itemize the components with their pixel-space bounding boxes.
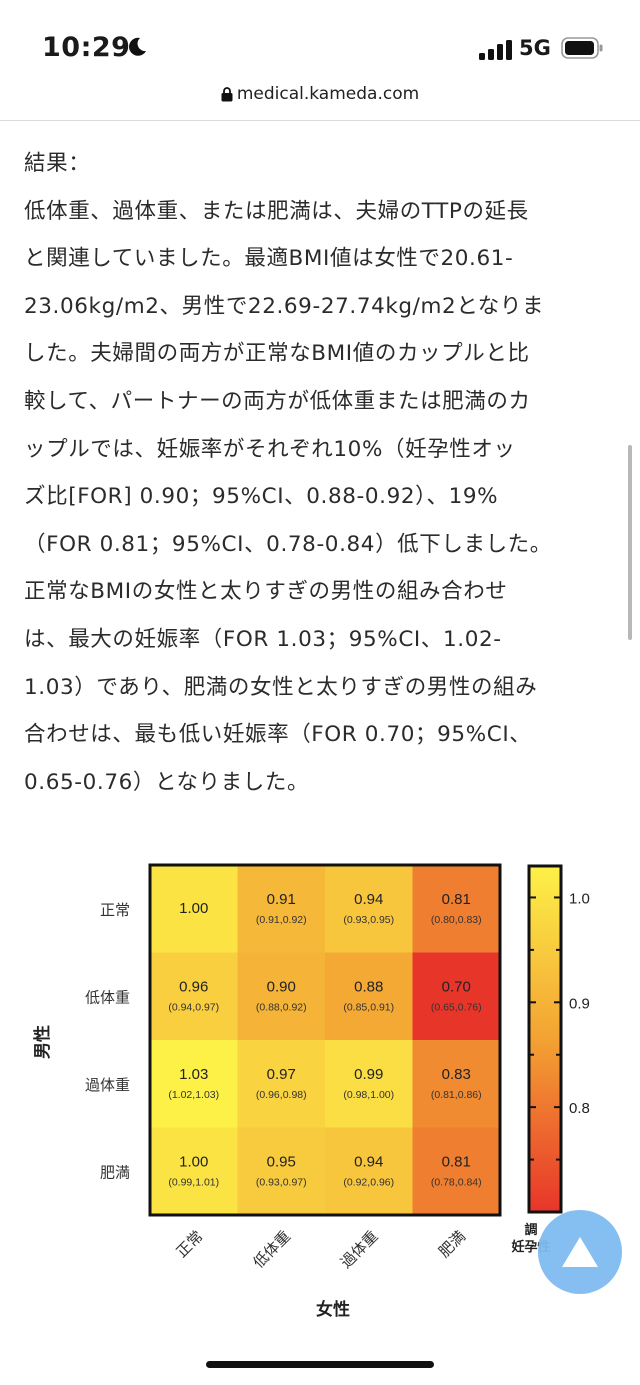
moon-icon <box>129 37 146 56</box>
article-line: ップルでは、妊娠率がそれぞれ10%（妊孕性オッ <box>24 436 516 462</box>
x-axis-label: 女性 <box>316 1299 350 1320</box>
heatmap-cell <box>237 1040 325 1128</box>
home-indicator[interactable] <box>206 1361 434 1368</box>
cell-value-label: 0.88 <box>354 979 383 996</box>
cell-value-label: 0.81 <box>442 1154 471 1171</box>
colorbar-tick-label: 1.0 <box>569 890 590 907</box>
heatmap-cell <box>325 1127 413 1215</box>
network-type: 5G <box>519 36 551 60</box>
article-line: は、最大の妊娠率（FOR 1.03；95%CI、1.02- <box>24 626 502 652</box>
cell-value-label: 0.83 <box>442 1066 471 1083</box>
arrow-up-icon <box>562 1237 598 1267</box>
cell-ci-label: (0.94,0.97) <box>168 1002 219 1014</box>
article-line: 低体重、過体重、または肥満は、夫婦のTTPの延長 <box>24 198 529 224</box>
heatmap-cell <box>150 952 238 1040</box>
cell-value-label: 0.97 <box>267 1066 296 1083</box>
back-to-top-button[interactable] <box>538 1210 622 1294</box>
article-line: 1.03）であり、肥満の女性と太りすぎの男性の組み <box>24 674 538 700</box>
heatmap-cell <box>237 865 325 953</box>
cell-ci-label: (0.93,0.95) <box>343 914 394 926</box>
cell-ci-label: (0.96,0.98) <box>256 1089 307 1101</box>
cell-value-label: 0.99 <box>354 1066 383 1083</box>
article-line: 正常なBMIの女性と太りすぎの男性の組み合わせ <box>24 579 508 605</box>
status-bar: 10:29 5G <box>0 0 640 90</box>
heatmap-border <box>148 863 502 1217</box>
colorbar-tick-label: 0.8 <box>569 1100 590 1117</box>
colorbar-label: 調 <box>524 1222 537 1238</box>
status-time: 10:29 <box>42 32 131 63</box>
article-line: 結果： <box>24 151 91 176</box>
x-tick-label: 正常 <box>173 1227 207 1261</box>
heatmap-cell <box>412 952 500 1040</box>
article-line: 0.65-0.76）となりました。 <box>24 769 310 795</box>
heatmap-cell <box>150 1040 238 1128</box>
scrollbar-thumb[interactable] <box>628 445 632 640</box>
article-line: 合わせは、最も低い妊娠率（FOR 0.70；95%CI、 <box>24 722 532 748</box>
article-line: と関連していました。最適BMI値は女性で20.61- <box>24 246 514 272</box>
cell-value-label: 0.94 <box>354 891 383 908</box>
cell-ci-label: (0.98,1.00) <box>343 1089 394 1101</box>
lock-icon <box>221 86 233 101</box>
cell-value-label: 0.70 <box>442 979 471 996</box>
colorbar <box>527 864 563 1214</box>
x-tick-label: 肥満 <box>435 1227 469 1261</box>
x-tick-label: 低体重 <box>250 1227 295 1272</box>
cell-ci-label: (0.91,0.92) <box>256 914 307 926</box>
article-line: 23.06kg/m2、男性で22.69-27.74kg/m2となりま <box>24 293 545 319</box>
cell-ci-label: (1.02,1.03) <box>168 1089 219 1101</box>
article-line: （FOR 0.81；95%CI、0.78-0.84）低下しました。 <box>24 531 552 557</box>
url-domain: medical.kameda.com <box>236 84 420 104</box>
cell-ci-label: (0.85,0.91) <box>343 1002 394 1014</box>
cell-value-label: 1.03 <box>179 1066 208 1083</box>
heatmap-cell <box>237 952 325 1040</box>
url-bar-divider <box>0 120 640 121</box>
y-tick-label: 肥満 <box>100 1163 130 1181</box>
heatmap-cell <box>412 865 500 953</box>
heatmap-cell <box>325 865 413 953</box>
cell-ci-label: (0.81,0.86) <box>431 1089 482 1101</box>
cell-ci-label: (0.93,0.97) <box>256 1177 307 1189</box>
y-tick-label: 低体重 <box>85 988 130 1006</box>
article-line: した。夫婦間の両方が正常なBMI値のカップルと比 <box>24 341 530 367</box>
y-tick-label: 過体重 <box>85 1076 130 1094</box>
heatmap-cell <box>412 1040 500 1128</box>
y-axis-label: 男性 <box>32 1025 53 1059</box>
cell-value-label: 0.81 <box>442 891 471 908</box>
cell-value-label: 1.00 <box>179 1154 208 1171</box>
heatmap-cell <box>325 952 413 1040</box>
cell-value-label: 0.90 <box>267 979 296 996</box>
signal-bars-icon <box>479 40 512 60</box>
battery-icon <box>561 37 603 59</box>
cell-value-label: 1.00 <box>179 900 208 917</box>
heatmap-cell <box>150 1127 238 1215</box>
cell-value-label: 0.96 <box>179 979 208 996</box>
cell-ci-label: (0.88,0.92) <box>256 1002 307 1014</box>
cell-value-label: 0.91 <box>267 891 296 908</box>
cell-ci-label: (0.65,0.76) <box>431 1002 482 1014</box>
article-line: 較して、パートナーの両方が低体重または肥満のカ <box>24 388 531 414</box>
heatmap-chart: 1.00 0.91 (0.91,0.92) 0.94 (0.93,0.95) 0.81 (0… <box>32 863 590 1320</box>
cell-ci-label: (0.78,0.84) <box>431 1177 482 1189</box>
article-text: 結果： 低体重、過体重、または肥満は、夫婦のTTPの延長 と関連していました。最… <box>24 140 624 806</box>
article-line: ズ比[FOR] 0.90；95%CI、0.88-0.92）、19% <box>24 484 499 510</box>
cell-ci-label: (0.92,0.96) <box>343 1177 394 1189</box>
url-bar[interactable]: medical.kameda.com <box>0 84 640 114</box>
heatmap-cell <box>150 865 238 953</box>
cell-value-label: 0.95 <box>267 1154 296 1171</box>
heatmap-cell <box>237 1127 325 1215</box>
heatmap-figure: 1.00 0.91 (0.91,0.92) 0.94 (0.93,0.95) 0.81 (0… <box>0 840 640 1340</box>
cell-ci-label: (0.99,1.01) <box>168 1177 219 1189</box>
heatmap-cell <box>412 1127 500 1215</box>
cell-ci-label: (0.80,0.83) <box>431 914 482 926</box>
heatmap-cell <box>325 1040 413 1128</box>
y-tick-label: 正常 <box>100 901 130 919</box>
cell-value-label: 0.94 <box>354 1154 383 1171</box>
x-tick-label: 過体重 <box>337 1227 382 1272</box>
colorbar-tick-label: 0.9 <box>569 995 590 1012</box>
